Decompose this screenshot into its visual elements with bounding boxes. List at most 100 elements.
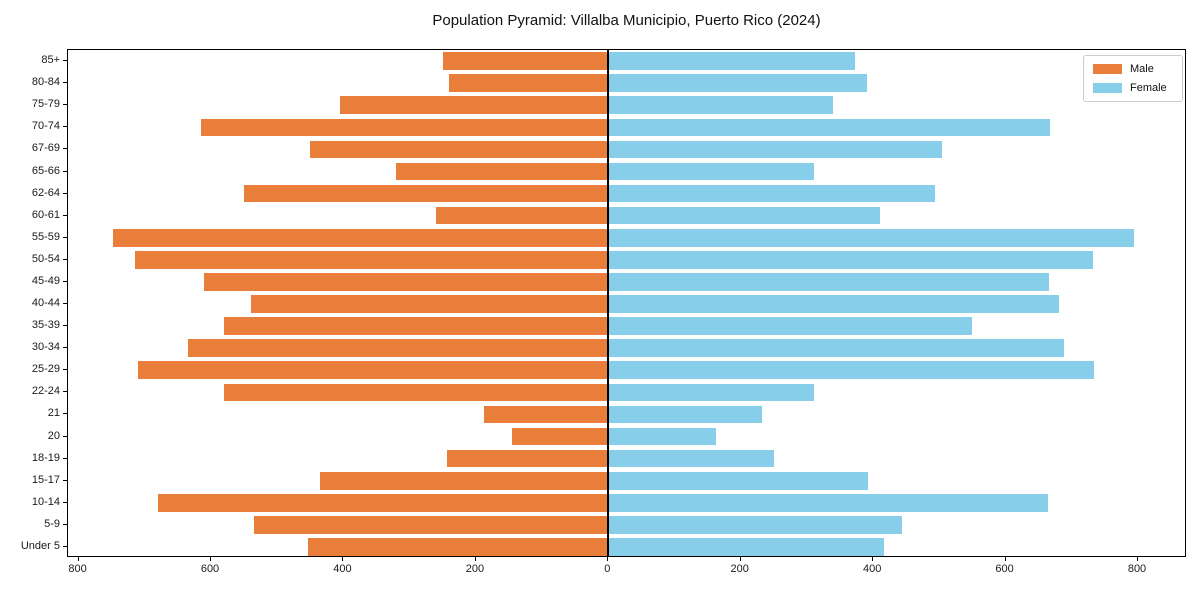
xtick-mark	[739, 557, 741, 561]
bar-male-67-69	[310, 140, 609, 159]
bar-female-40-44	[608, 295, 1060, 313]
bar-female-5-9	[608, 516, 902, 534]
bar-female-Under 5	[608, 538, 884, 556]
ytick-label-45-49: 45-49	[31, 274, 60, 287]
male-color-swatch	[1093, 64, 1122, 74]
ytick-mark	[63, 369, 67, 371]
bar-female-70-74	[608, 118, 1050, 137]
legend-label-female: Female	[1130, 82, 1167, 94]
bar-male-65-66	[396, 162, 609, 181]
ytick-mark	[63, 148, 67, 150]
bar-female-18-19	[608, 449, 774, 468]
xtick-label-400-6: 400	[863, 563, 882, 575]
xtick-mark	[872, 557, 874, 561]
legend-label-male: Male	[1130, 63, 1154, 75]
ytick-mark	[63, 347, 67, 349]
chart-title: Population Pyramid: Villalba Municipio, …	[432, 12, 821, 29]
ytick-label-21: 21	[47, 407, 60, 420]
bar-male-40-44	[250, 295, 609, 313]
bar-female-85+	[608, 52, 855, 70]
ytick-mark	[63, 457, 67, 459]
bar-male-62-64	[244, 184, 609, 203]
ytick-label-40-44: 40-44	[31, 297, 60, 309]
xtick-mark	[1137, 557, 1138, 561]
bar-female-60-61	[608, 206, 880, 225]
bar-male-22-24	[224, 383, 609, 402]
ytick-mark	[63, 546, 67, 547]
bar-female-55-59	[608, 228, 1134, 247]
ytick-mark	[63, 325, 67, 327]
bar-female-35-39	[608, 317, 972, 335]
bar-female-67-69	[608, 140, 942, 159]
ytick-mark	[63, 60, 67, 61]
ytick-mark	[63, 523, 67, 525]
bar-male-50-54	[134, 251, 609, 269]
bar-male-25-29	[138, 361, 609, 380]
bar-male-15-17	[320, 471, 609, 490]
xtick-label-400-2: 400	[333, 563, 352, 575]
ytick-mark	[63, 435, 67, 437]
ytick-mark	[63, 236, 67, 238]
bar-male-10-14	[158, 493, 609, 512]
bar-female-45-49	[608, 273, 1049, 291]
bar-male-45-49	[204, 273, 609, 291]
ytick-mark	[63, 82, 67, 84]
bar-male-75-79	[340, 96, 609, 115]
ytick-label-62-64: 62-64	[31, 186, 60, 199]
ytick-label-5-9: 5-9	[44, 517, 60, 530]
ytick-label-10-14: 10-14	[31, 495, 60, 508]
ytick-label-35-39: 35-39	[31, 319, 60, 332]
bar-male-Under 5	[308, 538, 609, 556]
ytick-mark	[63, 126, 67, 128]
zero-axis-line	[607, 50, 610, 556]
ytick-label-65-66: 65-66	[31, 164, 60, 177]
bar-male-21	[483, 405, 609, 424]
bar-female-21	[608, 405, 762, 424]
bar-female-65-66	[608, 162, 815, 181]
ytick-mark	[63, 391, 67, 393]
ytick-label-22-24: 22-24	[31, 385, 60, 398]
xtick-mark	[342, 557, 344, 561]
bar-female-20	[608, 427, 717, 446]
xtick-mark	[210, 557, 211, 561]
ytick-mark	[63, 413, 67, 415]
bar-female-62-64	[608, 184, 935, 203]
xtick-label-0-4: 0	[604, 563, 611, 575]
bar-male-70-74	[201, 118, 609, 137]
bar-female-30-34	[608, 339, 1064, 357]
ytick-label-Under 5: Under 5	[20, 540, 60, 552]
ytick-label-70-74: 70-74	[31, 120, 60, 133]
legend-item-female: Female	[1093, 82, 1172, 94]
xtick-label-200-3: 200	[465, 563, 485, 575]
xtick-mark	[607, 557, 609, 561]
xtick-mark	[77, 557, 79, 561]
bar-female-80-84	[608, 74, 868, 92]
ytick-label-30-34: 30-34	[31, 341, 60, 354]
bar-male-20	[511, 427, 609, 446]
ytick-mark	[63, 192, 67, 194]
ytick-label-60-61: 60-61	[31, 208, 60, 221]
bar-male-18-19	[446, 449, 609, 468]
xtick-label-800-0: 800	[68, 563, 87, 575]
ytick-mark	[63, 303, 67, 304]
ytick-label-18-19: 18-19	[31, 451, 60, 464]
xtick-label-200-5: 200	[730, 563, 749, 575]
ytick-mark	[63, 104, 67, 106]
ytick-mark	[63, 214, 67, 216]
ytick-label-67-69: 67-69	[31, 142, 60, 155]
bar-male-30-34	[187, 339, 609, 357]
ytick-mark	[63, 501, 67, 503]
legend: Male Female	[1083, 55, 1183, 102]
bar-female-10-14	[608, 493, 1048, 512]
bar-female-50-54	[608, 251, 1093, 269]
bar-male-5-9	[254, 516, 609, 534]
xtick-label-600-7: 600	[995, 563, 1014, 575]
ytick-label-85+: 85+	[41, 54, 60, 66]
bar-male-80-84	[449, 74, 609, 92]
bar-male-60-61	[436, 206, 609, 225]
xtick-mark	[1004, 557, 1006, 561]
bar-male-35-39	[224, 317, 609, 335]
ytick-mark	[63, 170, 67, 172]
legend-item-male: Male	[1093, 63, 1172, 75]
